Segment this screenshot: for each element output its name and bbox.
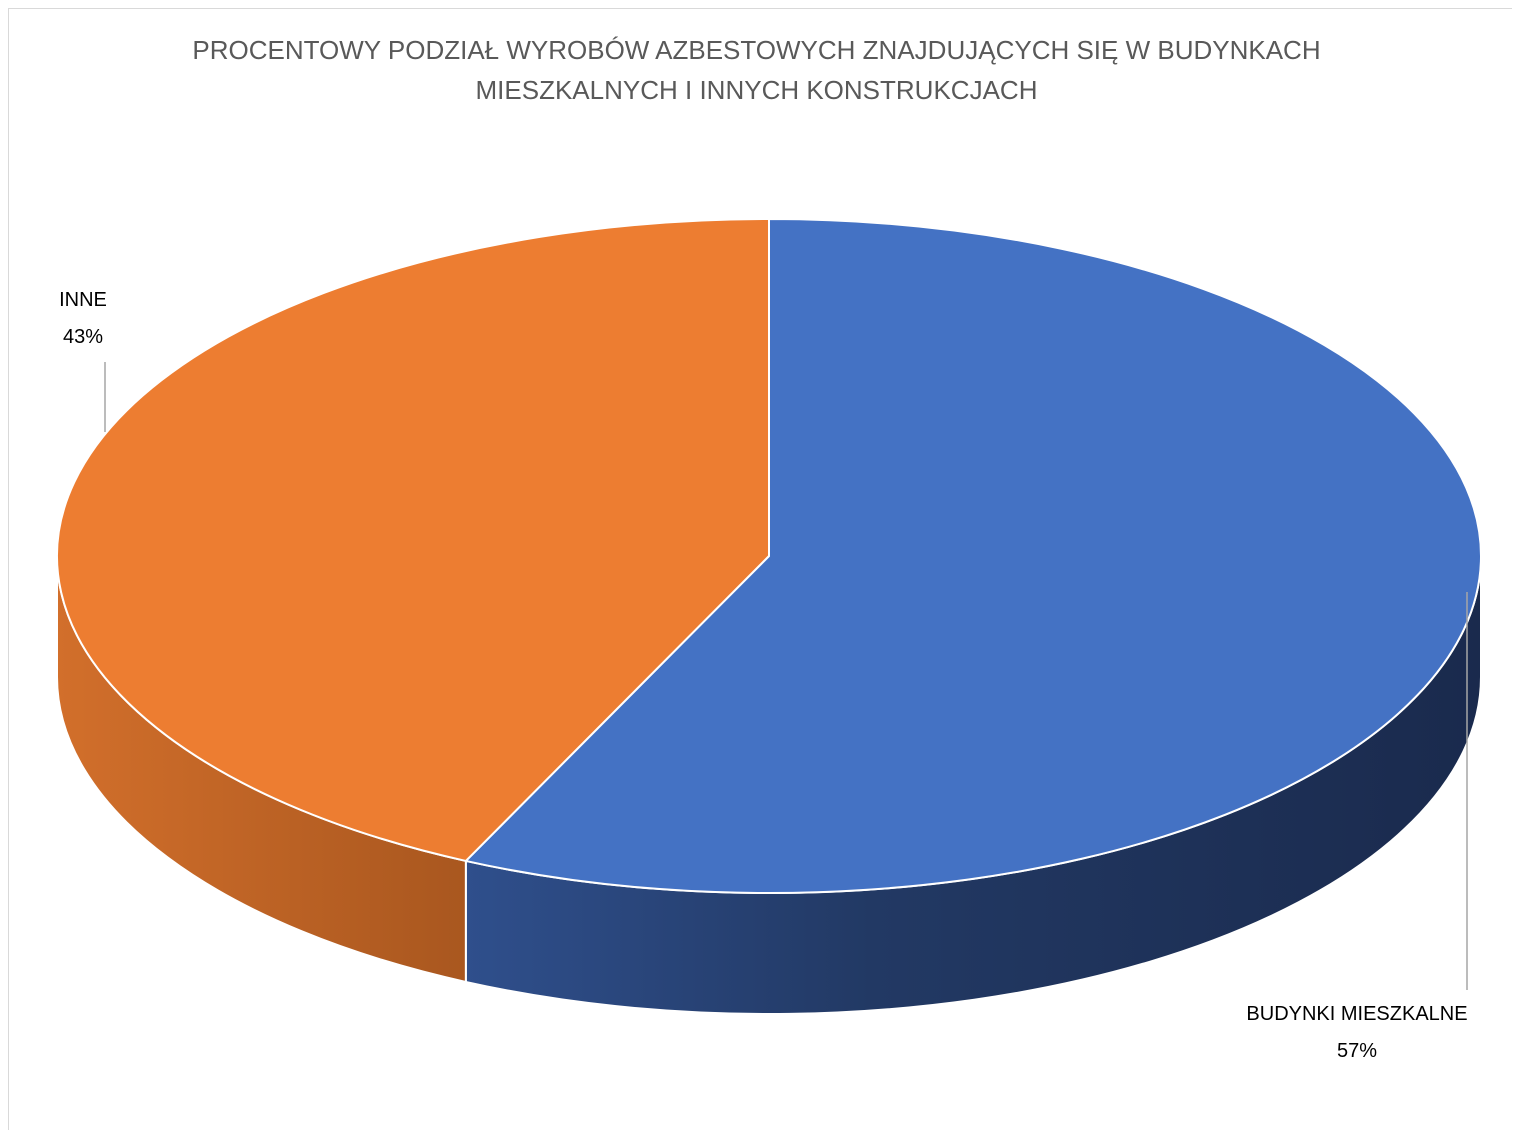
data-label-value-budynki-mieszkalne: 57%: [1337, 1040, 1377, 1062]
data-label-category-budynki-mieszkalne: BUDYNKI MIESZKALNE: [1246, 1003, 1467, 1025]
pie-tops: [56, 218, 1482, 894]
chart-title-line-2: MIESZKALNYCH I INNYCH KONSTRUKCJACH: [475, 75, 1038, 105]
chart-title: PROCENTOWY PODZIAŁ WYROBÓW AZBESTOWYCH Z…: [0, 30, 1513, 110]
pie-slice-budynki-mieszkalne: [464, 218, 1482, 894]
chart-title-line-1: PROCENTOWY PODZIAŁ WYROBÓW AZBESTOWYCH Z…: [192, 35, 1321, 65]
pie-slice-inne: [56, 218, 770, 862]
data-labels: BUDYNKI MIESZKALNE 57% INNE 43%: [59, 289, 1467, 1062]
data-label-category-inne: INNE: [59, 289, 107, 311]
label-leader-lines: [104, 362, 1468, 990]
data-label-value-inne: 43%: [63, 326, 103, 348]
